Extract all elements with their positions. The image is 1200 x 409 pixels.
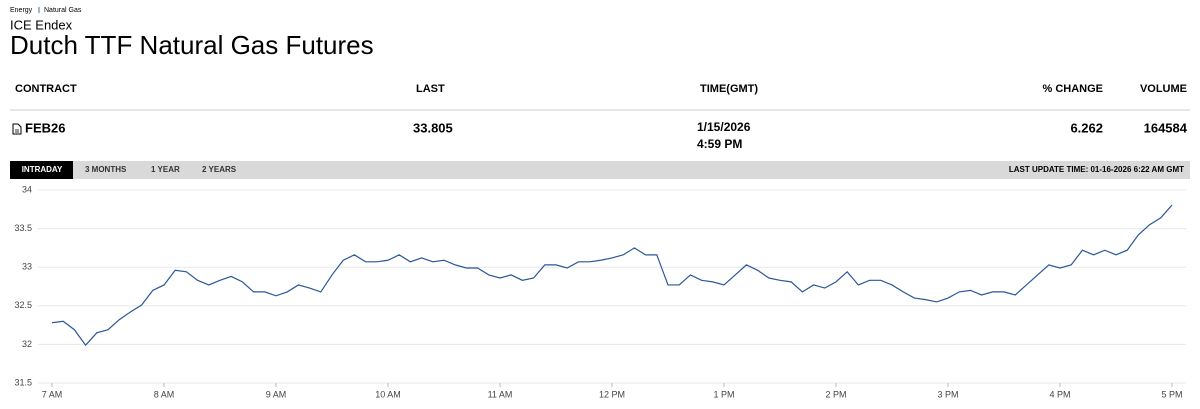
- y-tick-label: 31.5: [14, 377, 32, 387]
- x-tick-label: 9 AM: [266, 389, 287, 399]
- column-header: LAST: [416, 83, 445, 95]
- column-header: VOLUME: [1140, 83, 1187, 95]
- y-tick-label: 32.5: [14, 300, 32, 310]
- x-tick-label: 4 PM: [1049, 389, 1070, 399]
- y-tick-label: 33.5: [14, 223, 32, 233]
- y-tick-label: 34: [22, 184, 32, 194]
- time: 4:59 PM: [697, 137, 742, 151]
- column-header: TIME(GMT): [700, 83, 758, 95]
- x-tick-label: 7 AM: [42, 389, 63, 399]
- x-tick-label: 8 AM: [154, 389, 175, 399]
- last-price: 33.805: [413, 120, 453, 135]
- tab-bar: [10, 161, 1190, 179]
- contract[interactable]: FEB26: [25, 120, 65, 135]
- x-tick-label: 2 PM: [825, 389, 846, 399]
- volume: 164584: [1144, 120, 1188, 135]
- y-tick-label: 32: [22, 339, 32, 349]
- tab[interactable]: 3 MONTHS: [85, 165, 127, 174]
- chart: 31.5 32 32.5 33 33.5 34 7 AM 8 AM 9 AM 10 AM 11 AM…: [14, 184, 1186, 399]
- column-header: CONTRACT: [15, 83, 77, 95]
- tab[interactable]: INTRADAY: [22, 165, 63, 174]
- breadcrumb-link[interactable]: Energy: [10, 7, 33, 14]
- x-tick-label: 10 AM: [375, 389, 401, 399]
- tab[interactable]: 1 YEAR: [151, 165, 180, 174]
- y-tick-label: 33: [22, 262, 32, 272]
- x-tick-label: 11 AM: [488, 389, 513, 399]
- percent-change: 6.262: [1070, 120, 1103, 135]
- price-line: [51, 204, 1173, 347]
- x-tick-label: 12 PM: [599, 389, 625, 399]
- tab[interactable]: 2 YEARS: [202, 165, 237, 174]
- breadcrumb-link[interactable]: Natural Gas: [44, 7, 82, 14]
- time: 1/15/2026: [697, 120, 751, 134]
- column-header: % CHANGE: [1042, 83, 1103, 95]
- exchange: ICE Endex: [10, 17, 73, 32]
- x-tick-label: 1 PM: [713, 389, 734, 399]
- last-update: LAST UPDATE TIME: 01-16-2026 6:22 AM GMT: [1009, 165, 1184, 174]
- x-tick-label: 5 PM: [1161, 389, 1182, 399]
- active-tab[interactable]: [10, 161, 73, 179]
- file-icon: [12, 123, 22, 135]
- x-tick-label: 3 PM: [937, 389, 958, 399]
- page-title: Dutch TTF Natural Gas Futures: [10, 30, 374, 60]
